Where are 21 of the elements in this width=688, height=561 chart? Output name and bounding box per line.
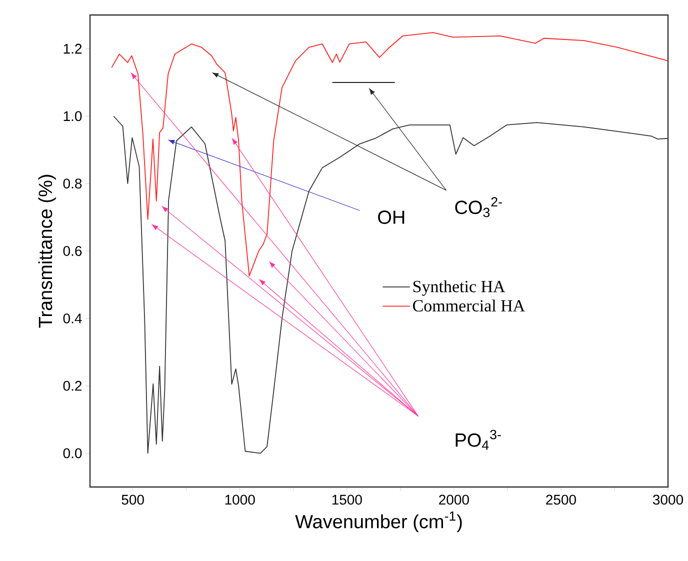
x-tick-label: 1500	[332, 494, 362, 505]
annotation: PO$_{4}$3-	[456, 430, 501, 450]
y-tick-label: 0.6	[63, 246, 82, 256]
x-axis-title: Wavenumber (cm$^{-1}$)	[295, 512, 462, 532]
x-tick-label: 1000	[225, 494, 255, 505]
y-tick-label: 1.0	[64, 111, 82, 122]
annotation: CO$_{3}$2-	[455, 197, 502, 218]
y-tick-label: 1.2	[64, 44, 82, 54]
y-tick-label: 0.8	[63, 178, 82, 189]
x-tick-label: 2000	[439, 494, 469, 505]
x-tick-label: 500	[122, 494, 144, 505]
legend-label: Commercial HA	[413, 300, 526, 312]
y-axis-title: Transmittance (%)	[38, 174, 56, 328]
y-tick-label: 0.4	[63, 313, 82, 324]
x-tick-label: 2500	[546, 494, 576, 505]
y-tick-label: 0.0	[63, 448, 82, 458]
line-series	[111, 32, 668, 276]
y-tick-label: 0.2	[63, 380, 82, 391]
x-tick-label: 3000	[652, 494, 684, 505]
legend-label: Synthetic HA	[413, 280, 506, 296]
annotation: OH	[378, 210, 404, 224]
